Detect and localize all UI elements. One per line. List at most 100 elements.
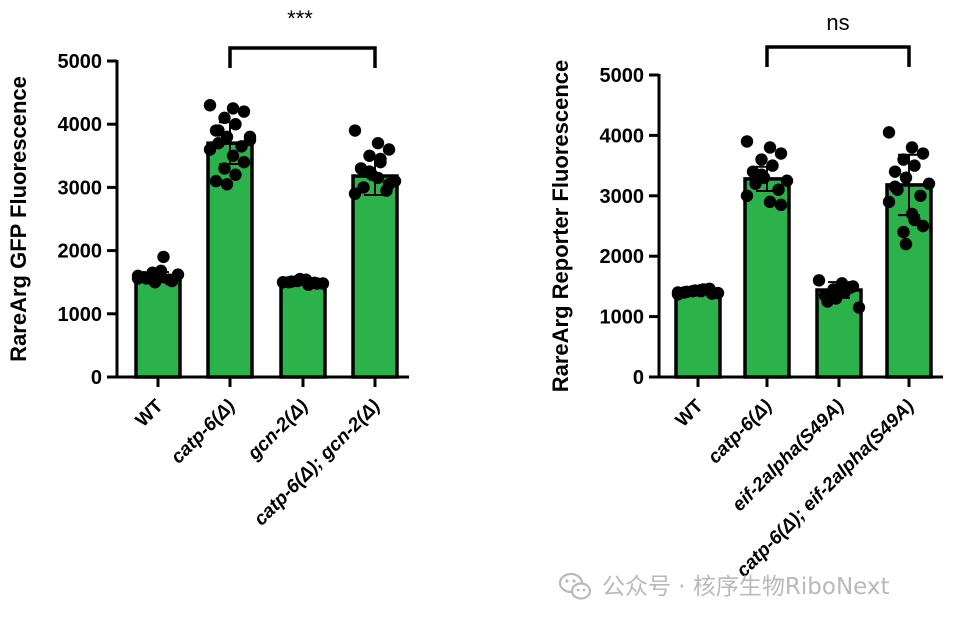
chart-panel-reporter: 010002000300040005000WTcatp-6(Δ)eif-2alp… — [548, 10, 943, 582]
data-point — [371, 171, 385, 185]
category-label-0: WT — [672, 395, 708, 431]
points-group-0 — [671, 282, 725, 301]
significance-bracket: ns — [765, 10, 911, 67]
data-point — [755, 168, 768, 181]
data-point — [209, 174, 223, 188]
data-point — [203, 99, 217, 112]
points-group-3 — [348, 124, 402, 200]
y-tick-label: 2000 — [58, 241, 103, 263]
data-point — [671, 288, 685, 301]
data-point — [899, 237, 913, 251]
y-tick-label: 5000 — [58, 51, 103, 73]
data-point — [755, 153, 768, 166]
data-point — [772, 183, 785, 196]
data-point — [235, 140, 248, 153]
category-label-1: catp-6(Δ) — [704, 396, 776, 468]
data-point — [382, 143, 396, 156]
data-point — [888, 180, 902, 193]
data-point — [146, 270, 159, 283]
data-point — [229, 118, 242, 131]
y-axis-label: RareArg Reporter Fluorescence — [548, 60, 573, 393]
data-point — [905, 141, 919, 154]
data-point — [812, 274, 826, 287]
points-group-1 — [740, 135, 794, 212]
data-point — [844, 281, 857, 294]
data-point — [371, 136, 385, 150]
data-point — [882, 195, 896, 209]
points-group-3 — [882, 126, 936, 251]
y-tick-label: 3000 — [600, 186, 645, 208]
significance-bracket: *** — [228, 6, 377, 68]
bar-2 — [279, 280, 327, 379]
y-tick-label: 4000 — [58, 114, 103, 136]
data-point — [165, 274, 179, 288]
data-point — [243, 130, 257, 144]
data-point — [922, 177, 936, 190]
data-point — [226, 149, 240, 162]
y-tick-label: 1000 — [600, 307, 645, 329]
y-tick-label: 5000 — [600, 65, 645, 87]
data-point — [821, 295, 834, 308]
data-point — [220, 178, 234, 191]
points-group-2 — [812, 274, 866, 314]
data-point — [357, 181, 370, 194]
y-tick-label: 2000 — [600, 246, 645, 268]
data-point — [763, 195, 777, 209]
data-point — [882, 126, 896, 139]
data-point — [157, 250, 170, 264]
y-tick-label: 0 — [633, 367, 644, 389]
category-label-0: WT — [132, 395, 168, 431]
data-point — [237, 105, 251, 118]
category-label-3: catp-6(Δ); gcn-2(Δ) — [250, 396, 384, 530]
data-point — [897, 225, 910, 239]
data-point — [763, 141, 777, 154]
data-point — [774, 147, 788, 160]
data-point — [212, 124, 225, 137]
data-point — [899, 171, 913, 184]
data-point — [348, 187, 362, 200]
y-tick-label: 1000 — [58, 304, 103, 326]
data-point — [218, 162, 231, 175]
data-point — [749, 177, 762, 190]
chart-panel-gfp: 0 1000 2000 3000 4000 5000 WT catp-6(Δ) gcn-2(Δ)… — [6, 6, 409, 530]
data-point — [237, 155, 251, 169]
watermark-text: 公众号 · 核序生物RiboNext — [602, 574, 890, 600]
significance-label: ns — [826, 10, 849, 35]
significance-label: *** — [287, 6, 313, 31]
data-point — [363, 165, 376, 178]
data-point — [212, 136, 225, 150]
category-label-1: catp-6(Δ) — [167, 396, 239, 468]
data-point — [888, 165, 902, 178]
category-label-2: gcn-2(Δ) — [243, 396, 312, 465]
data-point — [363, 149, 376, 162]
data-point — [740, 135, 754, 148]
points-group-0 — [131, 250, 185, 289]
data-point — [285, 275, 298, 288]
points-group-2 — [276, 272, 330, 291]
data-point — [348, 124, 362, 137]
data-point — [220, 130, 234, 144]
data-point — [774, 198, 788, 212]
data-point — [852, 301, 866, 314]
y-tick-label: 3000 — [58, 177, 103, 199]
data-point — [694, 285, 708, 298]
y-tick-label: 0 — [91, 367, 102, 389]
data-point — [914, 189, 927, 202]
y-tick-label: 4000 — [600, 125, 645, 147]
data-point — [382, 178, 396, 191]
data-point — [203, 143, 217, 156]
data-point — [218, 111, 231, 125]
y-axis-label: RareArg GFP Fluorescence — [6, 76, 31, 362]
data-point — [308, 276, 321, 290]
bar-0 — [674, 289, 722, 379]
data-point — [226, 102, 240, 115]
watermark: 公众号 · 核序生物RiboNext — [558, 572, 890, 600]
data-point — [766, 159, 779, 172]
data-point — [908, 213, 921, 227]
wechat-icon — [558, 572, 592, 600]
data-point — [780, 174, 794, 187]
data-point — [916, 147, 930, 160]
bar-0 — [134, 275, 182, 379]
data-point — [374, 152, 387, 166]
